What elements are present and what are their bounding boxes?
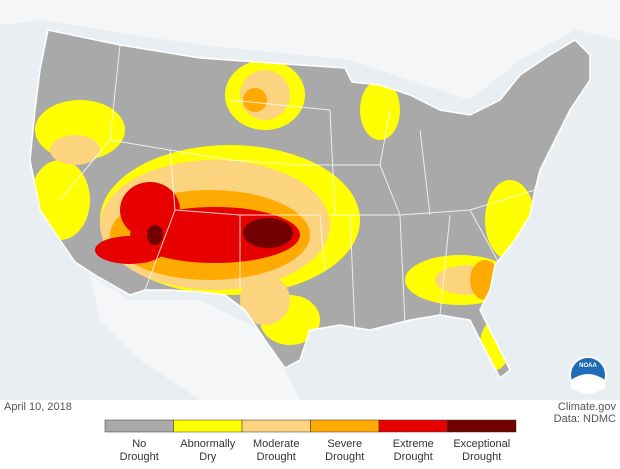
date: April 10, 2018	[4, 401, 72, 413]
legend-label: Moderate	[253, 438, 299, 450]
legend-label: Drought	[257, 451, 296, 463]
legend-swatch	[447, 419, 517, 433]
legend-label: Abnormally	[180, 438, 236, 450]
exceptional-drought-areas	[147, 218, 293, 248]
legend-swatch	[378, 419, 448, 433]
legend: NoDroughtAbnormallyDryModerateDroughtSev…	[104, 419, 517, 463]
legend-label: Drought	[120, 451, 159, 463]
legend-label: Dry	[199, 451, 217, 463]
legend-label: Drought	[325, 451, 364, 463]
logo-wave	[571, 374, 605, 393]
legend-label: Severe	[327, 438, 362, 450]
legend-label: Drought	[394, 451, 433, 463]
credit: Data: NDMC	[554, 413, 616, 425]
credit: Climate.gov	[558, 401, 617, 413]
noaa-logo: NOAA	[569, 356, 607, 394]
mexico	[90, 275, 300, 400]
legend-label: Extreme	[393, 438, 434, 450]
legend-swatch	[173, 419, 243, 433]
legend-swatch	[241, 419, 311, 433]
logo-text: NOAA	[579, 363, 597, 369]
state-lines	[59, 44, 536, 331]
legend-label: Drought	[462, 451, 501, 463]
legend-label: No	[132, 438, 146, 450]
legend-swatch	[104, 419, 174, 433]
legend-label: Exceptional	[453, 438, 510, 450]
legend-swatch	[310, 419, 380, 433]
canada	[0, 0, 620, 100]
